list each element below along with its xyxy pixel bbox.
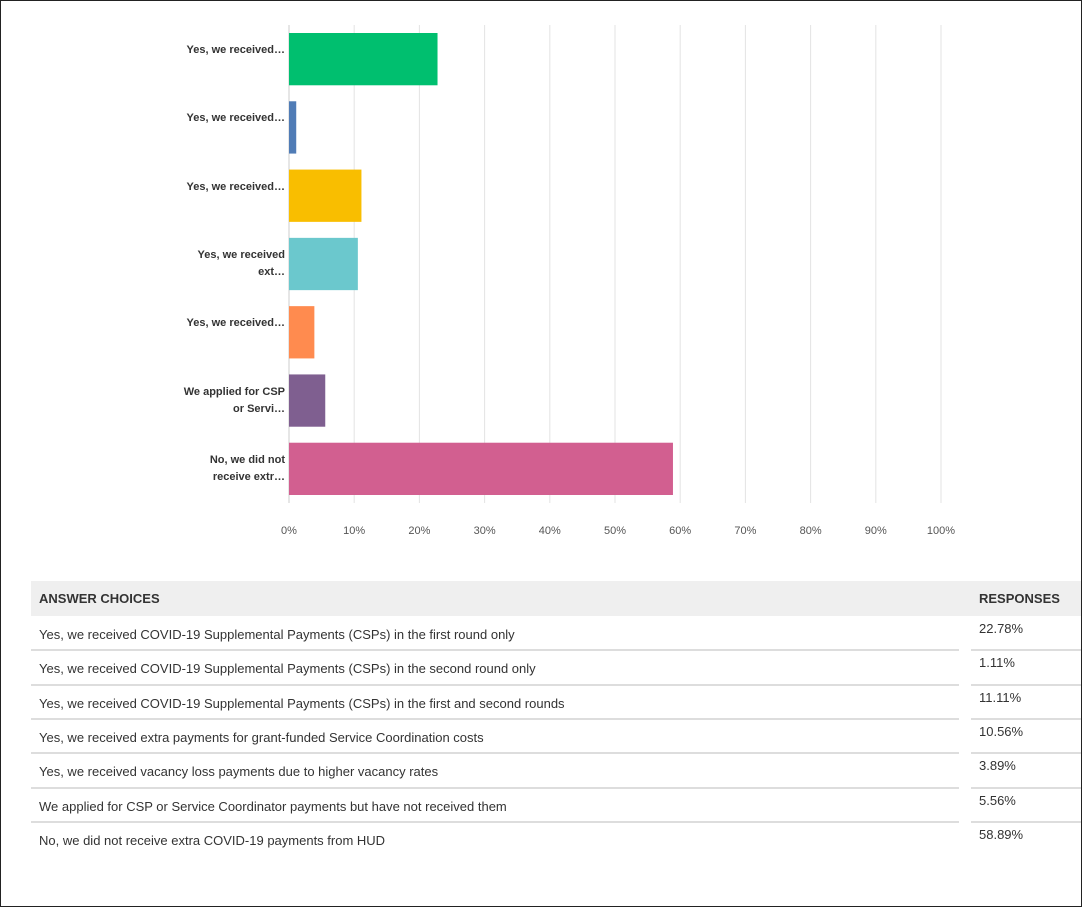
row-separator [31,820,959,823]
row-separator [971,649,1081,652]
answer-choice: Yes, we received COVID-19 Supplemental P… [39,695,565,711]
y-tick-label: Yes, we received… [186,112,285,125]
y-tick-label: Yes, we received… [186,317,285,330]
row-separator [971,786,1081,789]
row-separator [971,683,1081,686]
response: 5.56% [979,792,1016,808]
y-tick-label: Yes, we received… [186,180,285,193]
bar [289,442,673,495]
row-separator [31,649,959,652]
bar [289,101,297,154]
answer-choice: Yes, we received extra payments for gran… [39,729,484,745]
row-separator [971,752,1081,755]
x-tick-label: 30% [474,525,496,537]
row-separator [31,752,959,755]
x-tick-label: 50% [604,525,626,537]
bar [289,374,326,427]
table-header-bg [31,581,1081,616]
bar [289,237,358,291]
x-tick-label: 20% [408,525,430,537]
row-separator [971,717,1081,720]
bar [289,33,438,86]
answer-choice: We applied for CSP or Service Coordinato… [39,798,507,814]
x-tick-label: 10% [343,525,365,537]
row-separator [31,786,959,789]
response: 3.89% [979,758,1016,774]
bar [289,306,315,359]
chart: 0% 10% 20% 30% 40% 50% 60% 70% 80% 90% 100% [281,25,955,537]
answer-choice: Yes, we received COVID-19 Supplemental P… [39,661,536,677]
response: 22.78% [979,621,1024,636]
x-tick-label: 70% [734,525,756,537]
y-tick-label: We applied for CSP or Servi… [183,385,285,415]
answer-choice: Yes, we received COVID-19 Supplemental P… [39,627,515,642]
y-tick-label: Yes, we received… [186,44,285,57]
x-tick-label: 60% [669,525,691,537]
response: 1.11% [979,655,1015,671]
x-tick-label: 100% [927,525,955,537]
y-tick-label: Yes, we received ext… [197,249,285,278]
row-separator [31,717,959,720]
x-tick-label: 80% [800,525,822,537]
row-separator [971,820,1081,823]
bar [289,169,362,222]
answer-choice: No, we did not receive extra COVID-19 pa… [39,832,386,848]
x-tick-label: 90% [865,525,887,537]
y-tick-label: No, we did not receive extr… [209,453,285,483]
table-header: RESPONSES [979,591,1060,606]
answer-choice: Yes, we received vacancy loss payments d… [39,764,439,780]
response: 11.11% [979,689,1022,705]
response: 58.89% [979,826,1024,842]
x-tick-label: 40% [539,525,561,537]
row-separator [31,683,959,686]
x-tick-label: 0% [281,525,297,537]
response: 10.56% [979,723,1024,739]
table-header: ANSWER CHOICES [39,591,160,606]
